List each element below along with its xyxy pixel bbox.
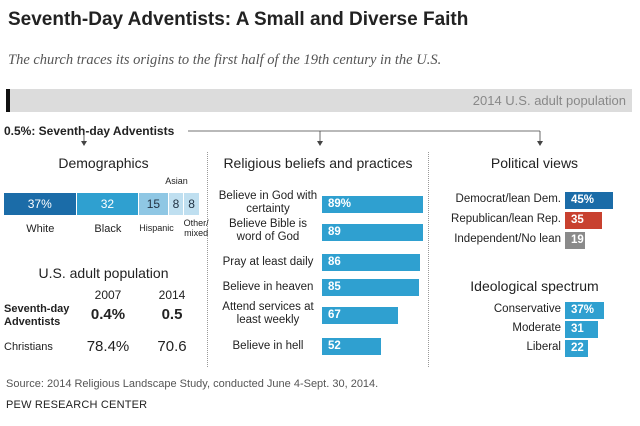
belief-label-1: Believe Bible is word of God [229, 218, 307, 243]
brand-label: PEW RESEARCH CENTER [6, 399, 148, 411]
belief-label-2: Pray at least daily [222, 256, 314, 268]
belief-bar-0: 89% [322, 196, 424, 213]
demo-label-4: Other/ mixed [183, 218, 209, 238]
population-bar-fill [6, 89, 10, 112]
ideology-bar-1: 31 [565, 321, 598, 338]
belief-label-4: Attend services at least weekly [222, 301, 314, 326]
chart-title: Seventh-Day Adventists: A Small and Dive… [8, 9, 469, 30]
christians-2007: 78.4% [86, 338, 130, 355]
row-label-sda: Seventh-day Adventists [4, 303, 70, 328]
section-us-pop: U.S. adult population [38, 265, 169, 281]
ideology-bar-2: 22 [565, 340, 589, 357]
ideology-label-1: Moderate [512, 322, 561, 334]
beliefs-chart: Believe in God with certainty 89% Believe … [208, 186, 428, 366]
party-label-2: Independent/No lean [454, 233, 561, 245]
us-pop-table: 2007 2014 Seventh-day Adventists 0.4% 0.… [0, 288, 207, 358]
party-bar-2: 19 [565, 232, 586, 249]
source-note: Source: 2014 Religious Landscape Study, … [6, 378, 379, 390]
population-bar [6, 89, 632, 112]
belief-bar-3: 85 [322, 279, 419, 296]
ideology-label-2: Liberal [526, 341, 561, 353]
belief-bar-5: 52 [322, 338, 382, 355]
arrow-political [537, 141, 543, 146]
belief-label-3: Believe in heaven [222, 281, 314, 293]
sda-2007: 0.4% [90, 306, 126, 323]
party-label-1: Republican/lean Rep. [451, 213, 561, 225]
divider-right [428, 152, 429, 367]
demo-segment-2: 15 [139, 193, 168, 215]
demo-label-0: White [26, 223, 55, 235]
year-2014: 2014 [158, 288, 186, 302]
party-bar-1: 35 [565, 212, 603, 229]
sda-share-label: 0.5%: Seventh-day Adventists [4, 124, 175, 138]
section-demographics: Demographics [58, 155, 149, 171]
ideology-label-0: Conservative [493, 303, 561, 315]
section-ideology: Ideological spectrum [470, 278, 599, 294]
demo-label-2: Hispanic [139, 223, 174, 233]
belief-label-5: Believe in hell [232, 340, 304, 352]
arrow-demographics [81, 141, 87, 146]
population-bar-label: 2014 U.S. adult population [472, 93, 626, 108]
divider-left [207, 152, 208, 367]
demo-segment-0: 37% [4, 193, 76, 215]
belief-label-0: Believe in God with certainty [218, 190, 318, 215]
belief-bar-1: 89 [322, 224, 424, 241]
demographics-chart: 37% White 32 Black 15 Hispanic 8 Asian 8 Other/ m… [4, 176, 209, 253]
party-label-0: Democrat/lean Dem. [455, 193, 561, 205]
arrow-beliefs [317, 141, 323, 146]
ideology-bar-0: 37% [565, 302, 605, 319]
sda-2014: 0.5 [161, 306, 183, 323]
demo-label-1: Black [94, 223, 122, 235]
political-chart: Democrat/lean Dem. 45% Republican/lean Rep… [429, 190, 640, 250]
demo-segment-4: 8 [184, 193, 199, 215]
demo-label-3: Asian [165, 176, 188, 186]
demo-segment-1: 32 [76, 193, 139, 215]
chart-subtitle: The church traces its origins to the fir… [8, 52, 442, 68]
christians-2014: 70.6 [157, 338, 187, 355]
year-2007: 2007 [94, 288, 122, 302]
ideology-chart: Conservative 37% Moderate 31 Liberal 22 [429, 300, 640, 360]
demo-segment-3: 8 [168, 193, 184, 215]
row-label-christians: Christians [4, 341, 53, 353]
belief-bar-2: 86 [322, 254, 421, 271]
party-bar-0: 45% [565, 192, 613, 209]
section-political: Political views [490, 155, 579, 171]
belief-bar-4: 67 [322, 307, 399, 324]
section-beliefs: Religious beliefs and practices [223, 155, 413, 171]
